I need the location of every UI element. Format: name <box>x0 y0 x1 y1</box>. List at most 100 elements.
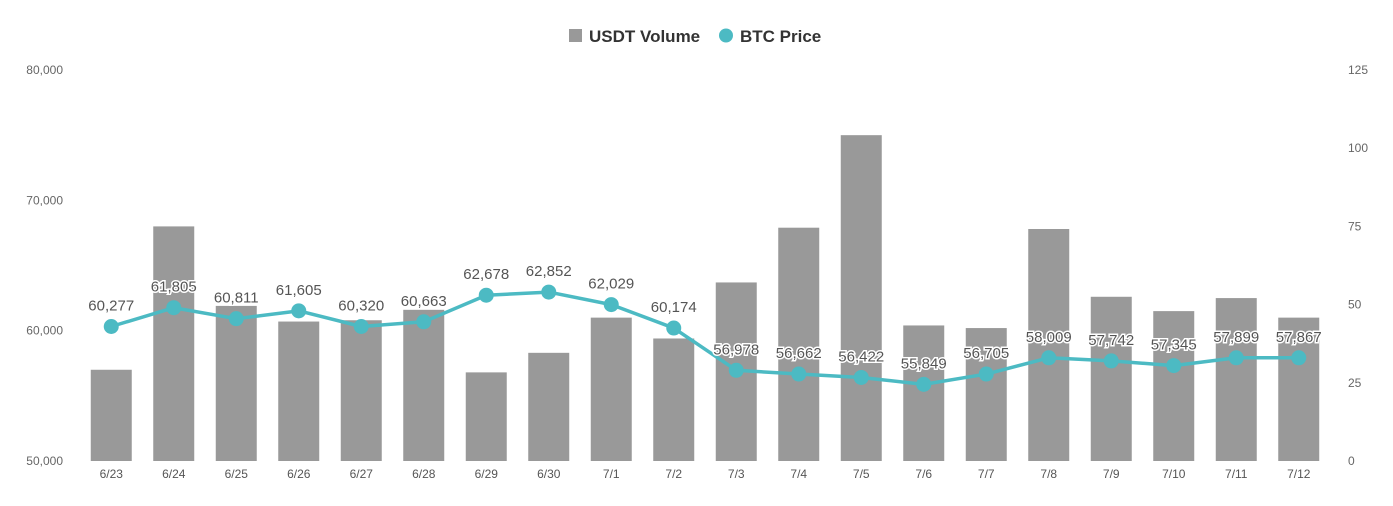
right-tick-label: 50 <box>1348 298 1362 312</box>
price-data-label: 58,009 <box>1026 329 1072 346</box>
price-data-label: 60,174 <box>651 299 697 316</box>
price-data-label: 57,867 <box>1276 329 1322 346</box>
volume-bar[interactable] <box>903 325 945 461</box>
x-tick-label: 7/2 <box>665 467 682 481</box>
price-point[interactable] <box>166 300 182 316</box>
left-tick-label: 50,000 <box>26 454 63 468</box>
x-tick-label: 7/8 <box>1040 467 1057 481</box>
x-tick-label: 6/26 <box>287 467 311 481</box>
x-tick-label: 6/24 <box>162 467 186 481</box>
x-tick-label: 7/5 <box>853 467 870 481</box>
volume-bar[interactable] <box>340 320 382 461</box>
volume-bar[interactable] <box>528 352 570 461</box>
price-data-label: 62,029 <box>588 276 634 293</box>
price-data-label: 57,742 <box>1088 332 1134 349</box>
x-tick-label: 7/1 <box>603 467 620 481</box>
left-axis: 50,000 60,000 70,000 80,000 <box>26 63 63 468</box>
price-point[interactable] <box>103 318 119 334</box>
volume-bar[interactable] <box>215 305 257 461</box>
x-tick-label: 7/11 <box>1225 467 1248 481</box>
volume-bar[interactable] <box>403 309 445 461</box>
price-data-label: 60,811 <box>214 290 259 307</box>
x-tick-label: 7/6 <box>915 467 932 481</box>
volume-bar[interactable] <box>840 135 882 461</box>
legend-label-btc-price[interactable]: BTC Price <box>740 27 821 46</box>
volume-bars <box>90 135 1320 461</box>
legend: USDT Volume BTC Price <box>569 27 821 46</box>
legend-swatch-usdt-volume <box>569 29 582 42</box>
x-tick-label: 7/10 <box>1162 467 1186 481</box>
x-tick-label: 7/7 <box>978 467 995 481</box>
volume-bar[interactable] <box>1028 229 1070 461</box>
price-data-label: 62,852 <box>526 263 572 280</box>
price-point[interactable] <box>666 320 682 336</box>
volume-bar[interactable] <box>153 226 195 461</box>
volume-bar[interactable] <box>590 317 632 461</box>
x-axis: 6/23 6/24 6/25 6/26 6/27 6/28 6/29 6/30 7/1 7/2 7/… <box>100 467 1311 481</box>
volume-bar[interactable] <box>1090 296 1132 461</box>
price-point[interactable] <box>603 297 619 313</box>
left-tick-label: 80,000 <box>26 63 63 77</box>
right-tick-label: 0 <box>1348 454 1355 468</box>
legend-swatch-btc-price <box>719 28 733 43</box>
price-data-label: 55,849 <box>901 355 947 372</box>
price-data-label: 56,662 <box>776 345 822 362</box>
price-point[interactable] <box>1103 353 1119 369</box>
volume-bar[interactable] <box>465 372 507 461</box>
right-tick-label: 25 <box>1348 376 1362 390</box>
price-line <box>103 284 1307 392</box>
price-data-label: 60,277 <box>88 297 134 314</box>
price-point[interactable] <box>541 284 557 300</box>
x-tick-label: 7/4 <box>790 467 807 481</box>
x-tick-label: 6/23 <box>100 467 124 481</box>
volume-bar[interactable] <box>1153 311 1195 461</box>
price-point[interactable] <box>1041 350 1057 366</box>
legend-label-usdt-volume[interactable]: USDT Volume <box>589 27 700 46</box>
price-point[interactable] <box>291 303 307 319</box>
left-tick-label: 70,000 <box>26 193 63 207</box>
x-tick-label: 7/9 <box>1103 467 1120 481</box>
right-tick-label: 100 <box>1348 141 1368 155</box>
price-point[interactable] <box>353 318 369 334</box>
x-tick-label: 6/28 <box>412 467 436 481</box>
price-point[interactable] <box>416 314 432 330</box>
price-line-path <box>110 290 1299 387</box>
volume-bar[interactable] <box>1215 298 1257 461</box>
x-tick-label: 6/29 <box>475 467 499 481</box>
price-data-label: 61,605 <box>276 282 322 299</box>
right-tick-label: 75 <box>1348 219 1362 233</box>
volume-bar[interactable] <box>965 328 1007 461</box>
x-tick-label: 7/3 <box>728 467 745 481</box>
price-point[interactable] <box>791 366 807 382</box>
price-data-label: 60,320 <box>338 297 384 314</box>
volume-bar[interactable] <box>778 227 820 461</box>
price-data-label: 61,805 <box>151 279 197 296</box>
volume-bar[interactable] <box>1278 317 1320 461</box>
price-point[interactable] <box>1228 350 1244 366</box>
price-point[interactable] <box>1166 358 1182 374</box>
volume-bar[interactable] <box>278 321 320 461</box>
left-tick-label: 60,000 <box>26 324 63 338</box>
x-tick-label: 6/25 <box>225 467 249 481</box>
volume-bar[interactable] <box>90 369 132 461</box>
volume-bar[interactable] <box>653 338 695 461</box>
x-tick-label: 6/27 <box>350 467 374 481</box>
price-data-label: 56,978 <box>713 341 759 358</box>
price-data-label: 60,663 <box>401 293 447 310</box>
price-point[interactable] <box>728 362 744 378</box>
price-data-labels: 60,277 61,805 60,811 61,605 60,320 60,663 62,6… <box>87 262 1323 374</box>
price-data-label: 56,422 <box>838 348 884 365</box>
price-point[interactable] <box>1291 350 1307 366</box>
right-tick-label: 125 <box>1348 63 1368 77</box>
price-data-label: 62,678 <box>463 266 509 283</box>
x-tick-label: 7/12 <box>1287 467 1311 481</box>
right-axis: 0 25 50 75 100 125 <box>1348 63 1368 468</box>
price-point[interactable] <box>228 311 244 327</box>
price-point[interactable] <box>478 287 494 303</box>
price-point[interactable] <box>853 369 869 385</box>
price-data-label: 56,705 <box>963 345 1009 362</box>
price-point[interactable] <box>978 366 994 382</box>
price-point[interactable] <box>916 376 932 392</box>
price-data-label: 57,899 <box>1213 329 1259 346</box>
